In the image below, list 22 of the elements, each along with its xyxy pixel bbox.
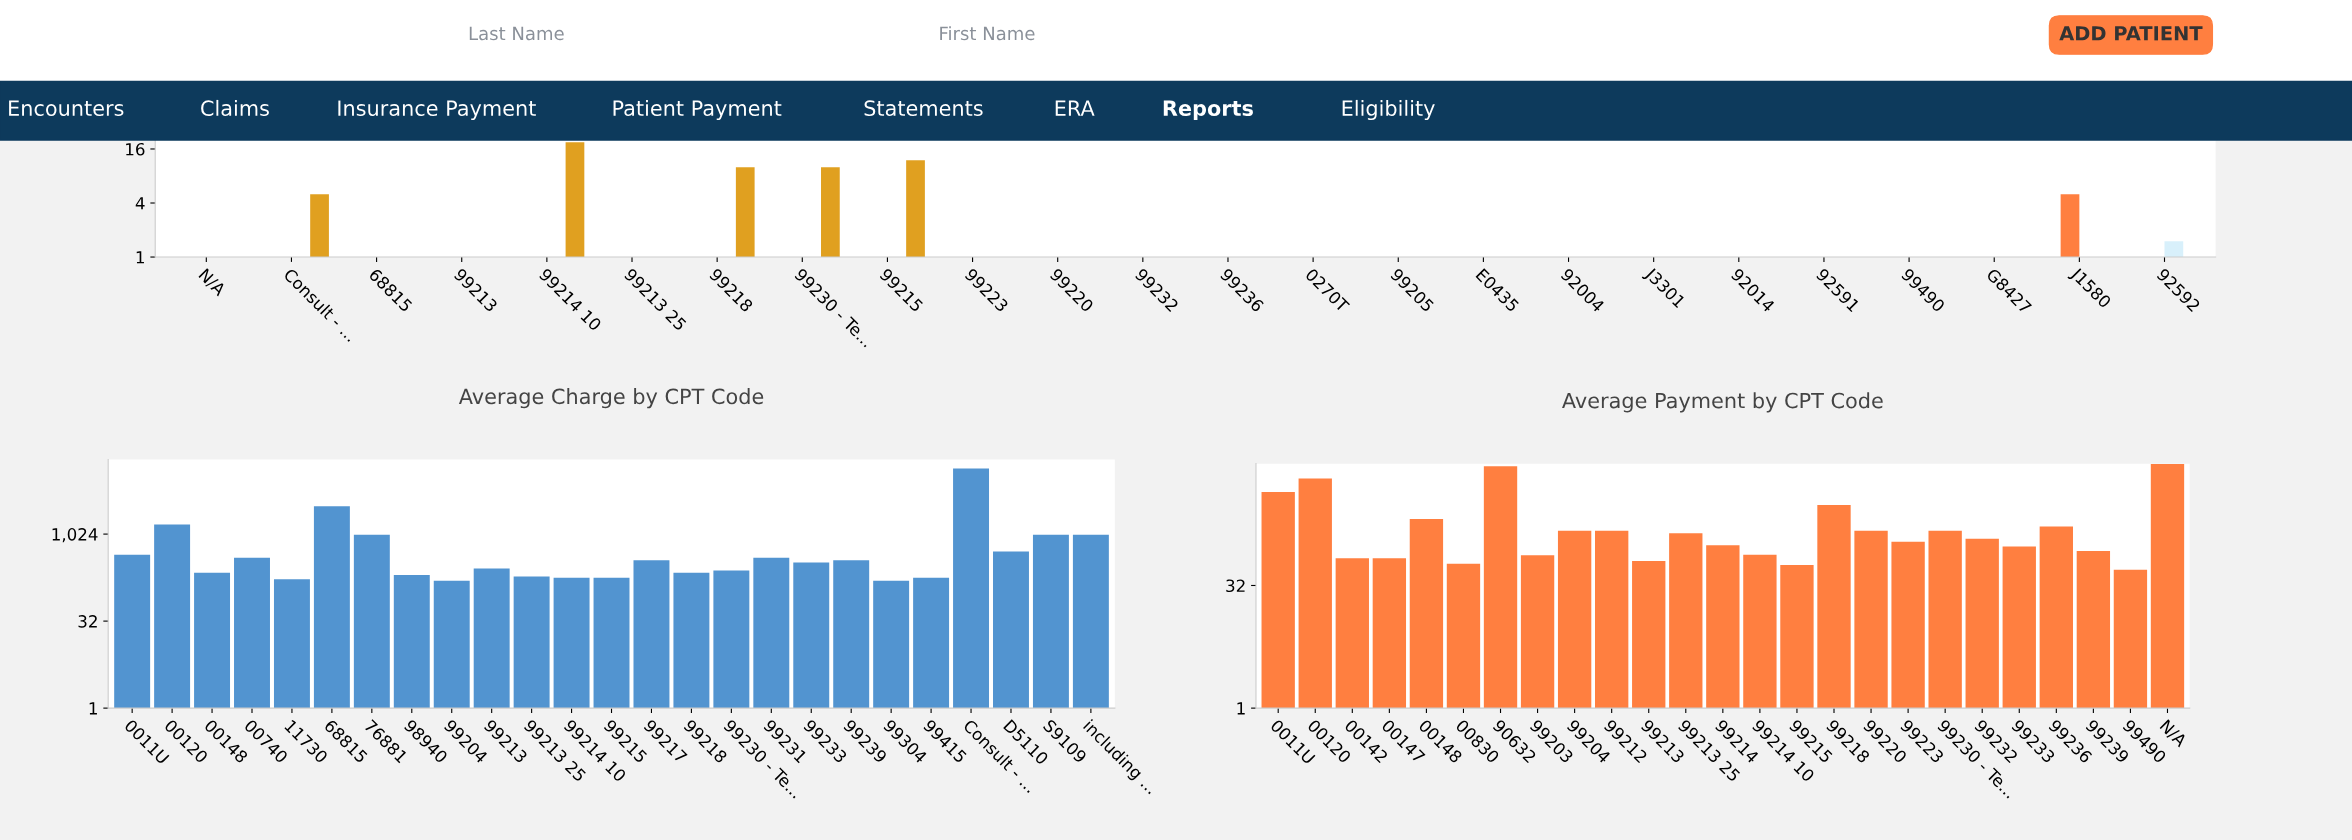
y-tick-label: 1 [136, 251, 144, 264]
y-tick-label: 32 [78, 615, 97, 628]
text: Last Name [469, 26, 564, 41]
chart-title: Average Charge by CPT Code [458, 388, 764, 409]
text: First Name [940, 26, 1035, 41]
y-tick-label: 1 [1237, 702, 1245, 715]
y-tick-label: 1,024 [52, 528, 98, 543]
y-tick-label: 4 [135, 197, 145, 210]
text: Encounters [9, 100, 124, 117]
chart-title: Average Payment by CPT Code [1562, 392, 1883, 413]
y-tick-label: 16 [126, 142, 145, 156]
y-tick-label: 1 [89, 702, 97, 715]
text: Insurance Payment [338, 100, 536, 121]
x-tick-label: N/A [197, 268, 227, 298]
text: Eligibility [1342, 99, 1435, 121]
y-tick-label: 32 [1226, 579, 1245, 593]
text: Reports [1163, 100, 1253, 121]
text: ERA [1055, 100, 1095, 116]
text: Statements [864, 100, 983, 117]
text: Patient Payment [613, 99, 782, 121]
text: Claims [201, 99, 269, 117]
text: ADD PATIENT [2059, 26, 2203, 41]
